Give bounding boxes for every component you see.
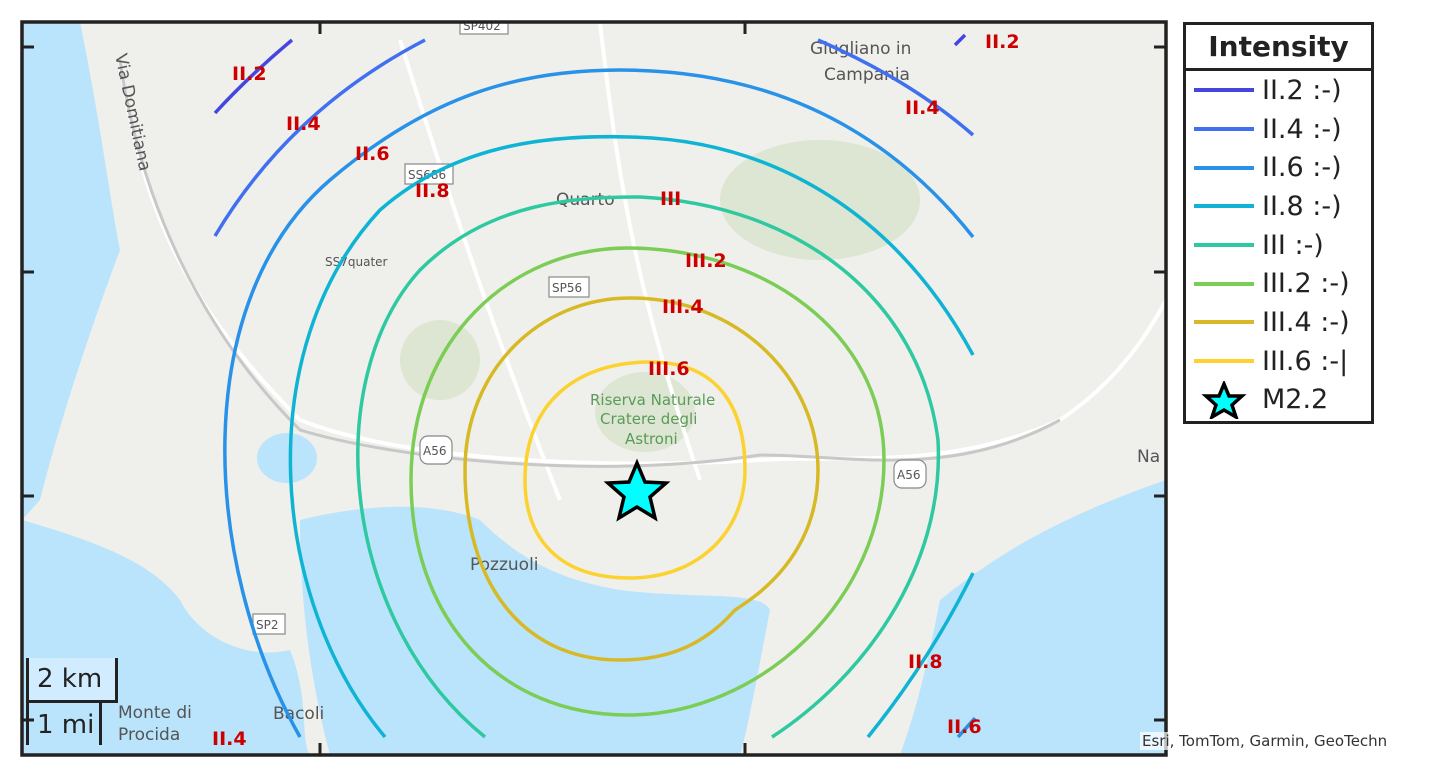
contour-ii4-ne	[817, 38, 975, 137]
label-pozzuoli: Pozzuoli	[470, 555, 539, 575]
label-campania: Campania	[824, 65, 910, 85]
contour-ii6-se	[956, 716, 977, 739]
star-icon	[1201, 380, 1247, 419]
contour-ii8	[288, 134, 975, 739]
green-areas	[400, 140, 920, 452]
line-swatch	[1194, 320, 1254, 325]
label-a56-east: A56	[897, 468, 920, 482]
legend-item: II.4 :-)	[1186, 110, 1371, 149]
contour-labels: II.2 II.4 II.6 II.8 III III.2 III.4 III.…	[212, 31, 1020, 750]
label-sp2: SP2	[256, 618, 279, 632]
contour-label: III	[660, 188, 681, 210]
line-swatch	[1194, 165, 1254, 170]
label-astroni: Riserva Naturale	[590, 391, 715, 409]
contour-label: II.2	[232, 63, 267, 85]
contour-label: III.4	[662, 296, 704, 318]
axis-ticks	[22, 22, 1166, 755]
contour-label: II.4	[212, 728, 247, 750]
legend-item: III.4 :-)	[1186, 303, 1371, 342]
label-ss7quater: SS7quater	[325, 255, 388, 269]
epicenter-star-icon[interactable]	[603, 458, 671, 522]
map-frame	[20, 20, 1168, 757]
contour-iii4	[463, 296, 820, 662]
legend-label: II.6 :-)	[1262, 152, 1342, 184]
legend-label: II.8 :-)	[1262, 190, 1342, 222]
line-swatch	[1194, 88, 1254, 93]
legend-item: III.2 :-)	[1186, 264, 1371, 303]
attribution: Esri, TomTom, Garmin, GeoTechn	[1140, 732, 1390, 750]
contour-label: II.4	[905, 97, 940, 119]
legend: Intensity II.2 :-) II.4 :-) II.6 :-) II.…	[1183, 22, 1374, 424]
legend-item: II.8 :-)	[1186, 187, 1371, 226]
legend-item: II.6 :-)	[1186, 148, 1371, 187]
label-giugliano: Giugliano in	[810, 39, 911, 59]
contour-iii6	[523, 360, 747, 580]
contour-iii2	[409, 246, 886, 717]
contour-label: II.4	[286, 113, 321, 135]
label-napoli: Na	[1137, 447, 1160, 467]
legend-label: III.2 :-)	[1262, 268, 1350, 300]
contour-ii6	[223, 68, 975, 738]
label-sp402: SP402	[463, 19, 501, 33]
label-astroni-3: Astroni	[625, 430, 678, 448]
label-a56: A56	[423, 444, 446, 458]
label-bacoli: Bacoli	[273, 704, 324, 724]
contour-label: II.2	[985, 31, 1020, 53]
legend-item: M2.2	[1186, 380, 1371, 420]
scale-km: 2 km	[37, 664, 103, 694]
map-labels: Via Domitiana SP402 Giugliano in Campani…	[110, 19, 1160, 745]
line-swatch	[1194, 359, 1254, 364]
legend-label: II.2 :-)	[1262, 74, 1342, 106]
legend-label: M2.2	[1262, 384, 1329, 416]
label-procida: Procida	[118, 725, 180, 745]
legend-label: III.6 :-|	[1262, 345, 1349, 377]
line-swatch	[1194, 204, 1254, 209]
contour-ii8-se	[866, 572, 975, 739]
contours	[213, 33, 977, 739]
contour-label: II.6	[947, 716, 982, 738]
label-astroni-2: Cratere degli	[600, 410, 697, 428]
contour-ii4	[213, 38, 426, 237]
legend-label: II.4 :-)	[1262, 113, 1342, 145]
legend-item: II.2 :-)	[1186, 71, 1371, 110]
line-swatch	[1194, 127, 1254, 132]
contour-label: II.6	[355, 143, 390, 165]
contour-iii	[356, 195, 941, 739]
legend-label: III.4 :-)	[1262, 306, 1350, 338]
contour-label: III.2	[685, 250, 727, 272]
contour-ii2	[213, 38, 294, 115]
label-sp56: SP56	[552, 281, 582, 295]
label-monte-di-procida: Monte di	[118, 703, 192, 723]
legend-item: III.6 :-|	[1186, 342, 1371, 381]
legend-label: III :-)	[1262, 229, 1324, 261]
legend-item: III :-)	[1186, 226, 1371, 265]
contour-label: II.8	[415, 180, 450, 202]
contour-label: III.6	[648, 358, 690, 380]
legend-title: Intensity	[1186, 25, 1371, 71]
contour-ii2-ne	[953, 33, 967, 47]
line-swatch	[1194, 243, 1254, 248]
contour-label: II.8	[908, 651, 943, 673]
line-swatch	[1194, 281, 1254, 286]
scale-mi: 1 mi	[37, 710, 95, 740]
